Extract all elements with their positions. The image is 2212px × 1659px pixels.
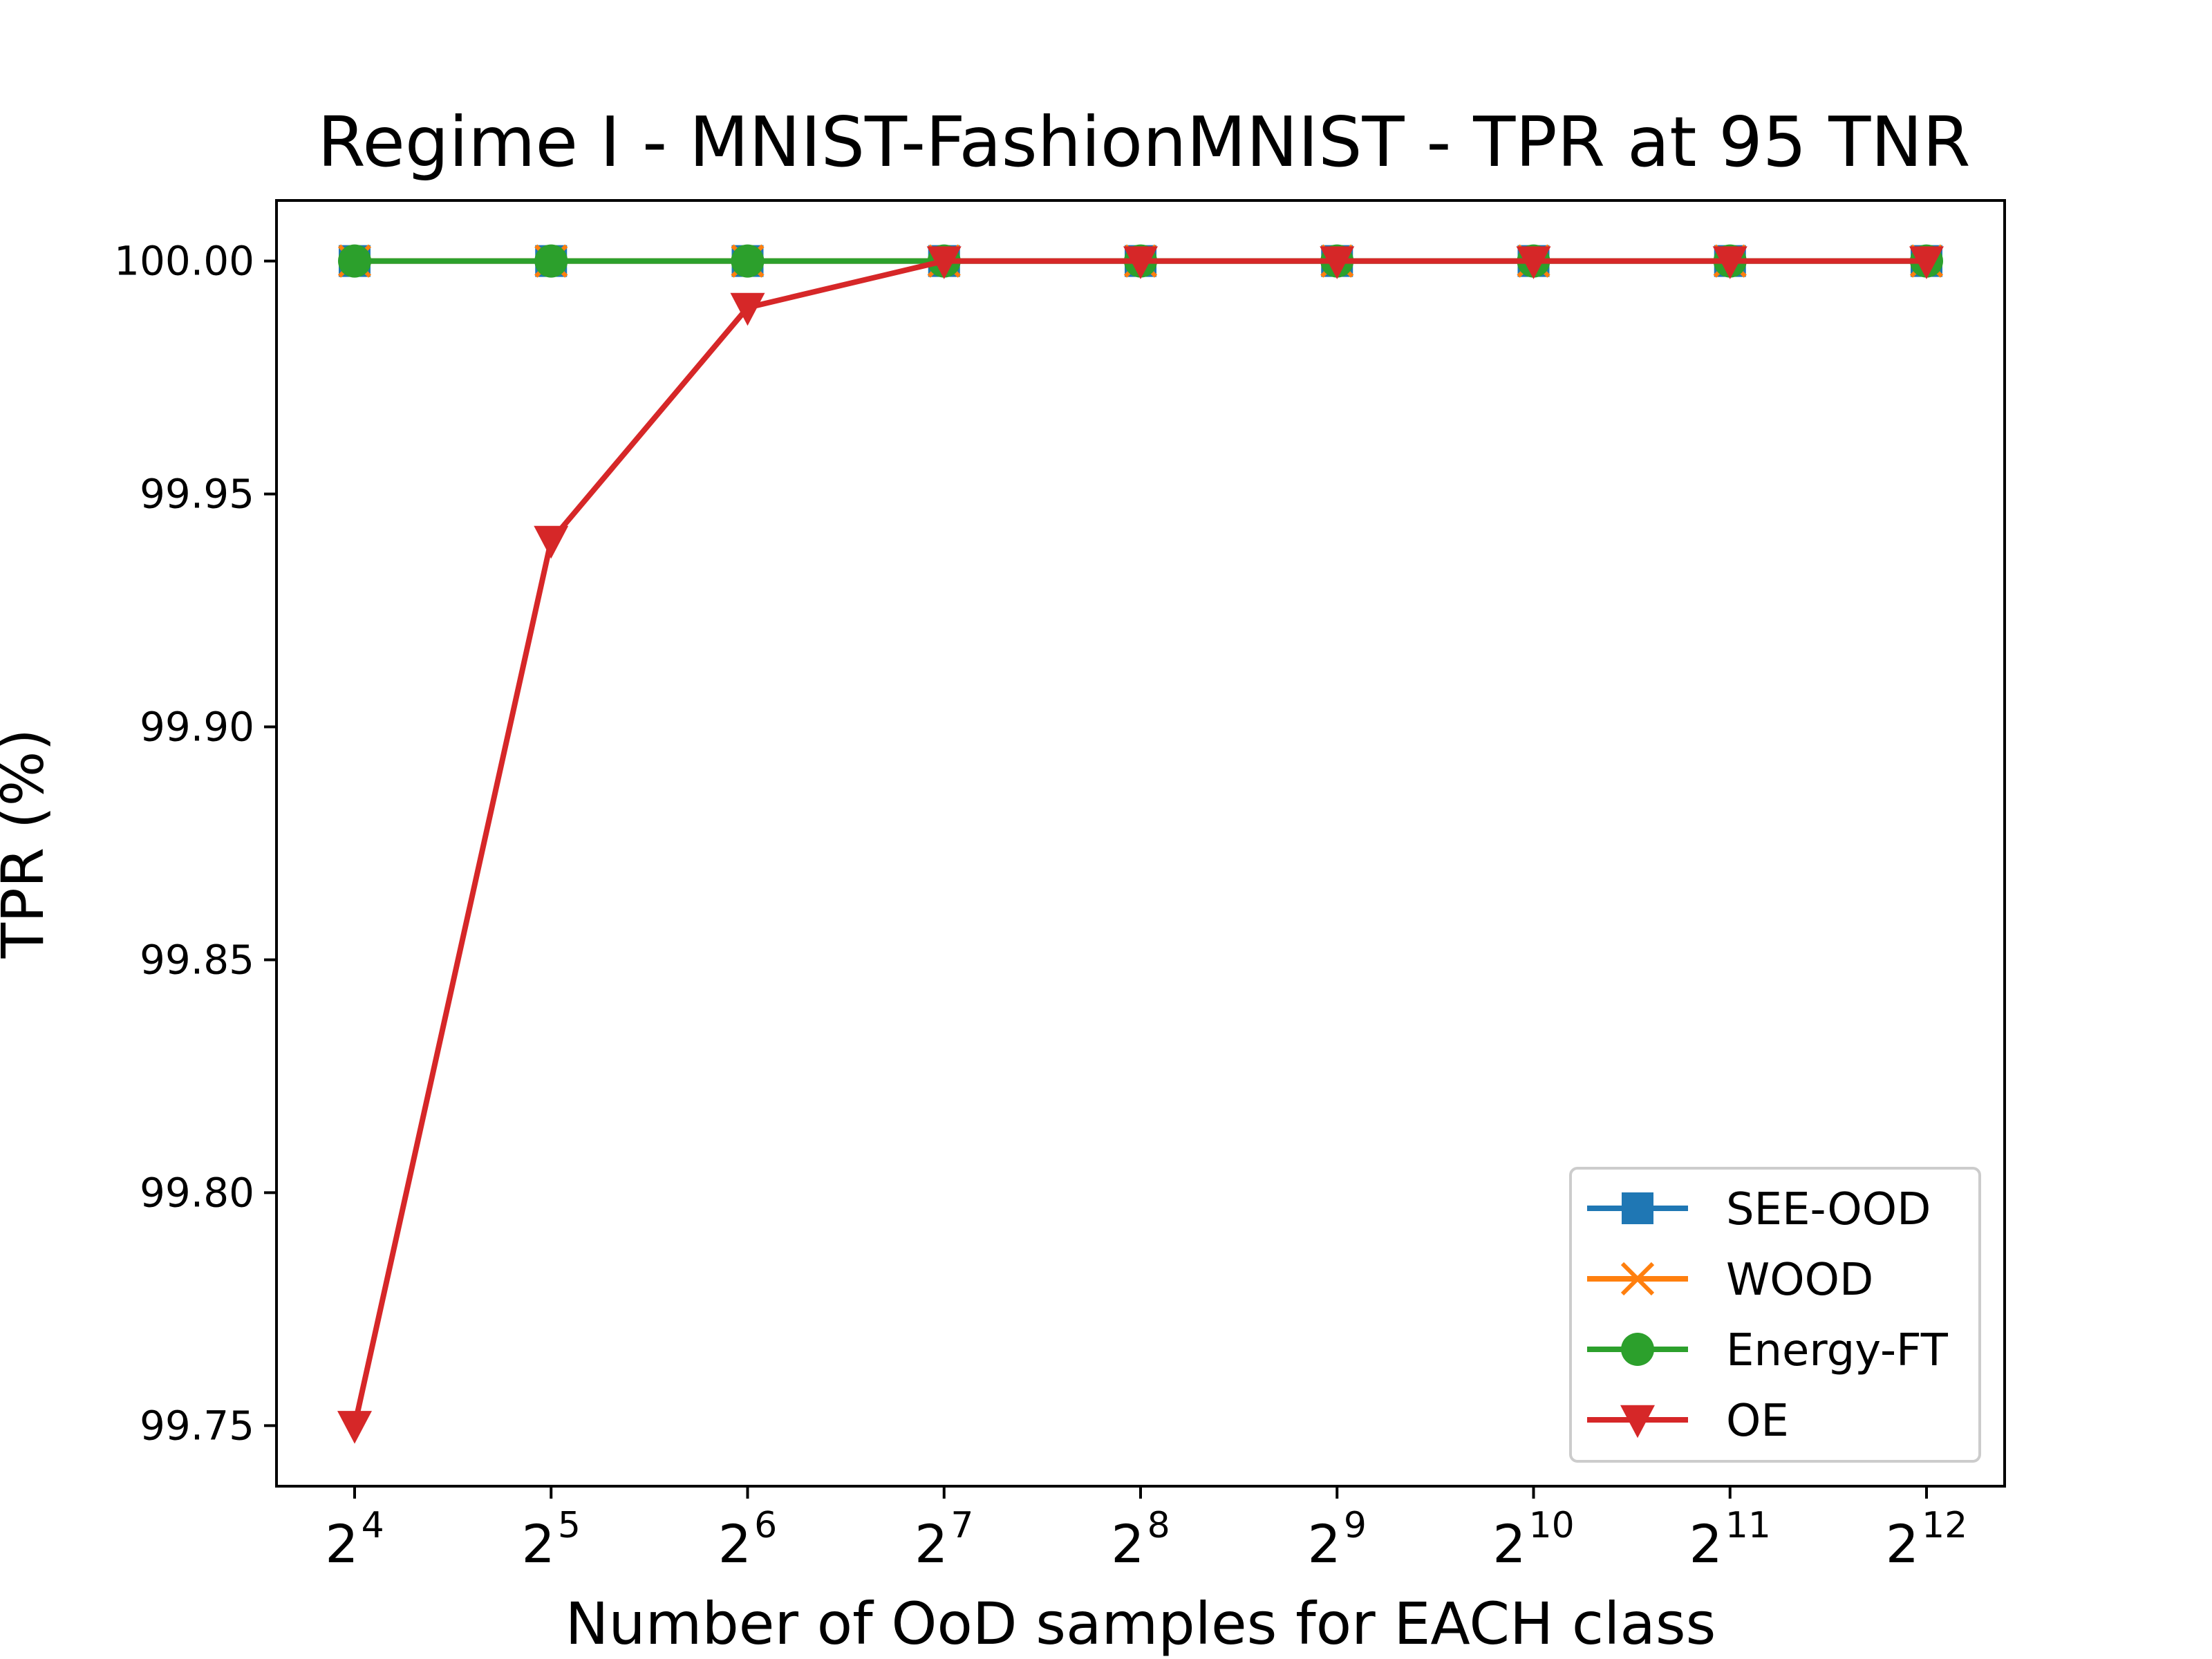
x-tick-base: 2 (1308, 1513, 1341, 1575)
plot-area (337, 244, 1944, 1444)
x-tick-exponent: 7 (950, 1505, 973, 1546)
x-tick-base: 2 (718, 1513, 751, 1575)
data-point-energy-ft (731, 244, 765, 278)
x-tick-base: 2 (1689, 1513, 1722, 1575)
data-point-oe (730, 292, 765, 326)
x-tick-exponent: 8 (1147, 1505, 1170, 1546)
x-tick-label: 25 (522, 1505, 581, 1575)
data-point-oe (337, 1411, 372, 1444)
legend-swatch-marker (1622, 1192, 1653, 1224)
data-point-oe (1712, 246, 1747, 279)
x-tick-label: 210 (1492, 1505, 1575, 1575)
data-point-oe (1909, 246, 1944, 279)
legend-label: Energy-FT (1726, 1325, 1949, 1376)
series-oe (337, 246, 1944, 1444)
data-point-oe (1123, 246, 1158, 279)
y-tick-label: 99.90 (140, 704, 254, 751)
x-tick-label: 29 (1308, 1505, 1367, 1575)
x-axis-label: Number of OoD samples for EACH class (565, 1590, 1716, 1658)
x-tick-exponent: 12 (1922, 1505, 1967, 1546)
data-point-oe (1516, 246, 1551, 279)
x-tick-label: 24 (325, 1505, 384, 1575)
legend-swatch-marker-stroke-b (1620, 1262, 1655, 1296)
legend-label: WOOD (1726, 1255, 1873, 1306)
x-tick-base: 2 (1886, 1513, 1919, 1575)
legend-entry-wood: WOOD (1587, 1255, 1873, 1306)
y-tick-label: 99.80 (140, 1169, 254, 1216)
x-tick-exponent: 10 (1529, 1505, 1575, 1546)
data-point-energy-ft (534, 244, 568, 278)
x-tick-exponent: 11 (1725, 1505, 1771, 1546)
data-point-oe (1320, 246, 1355, 279)
chart-title: Regime I - MNIST-FashionMNIST - TPR at 9… (317, 102, 1970, 182)
x-tick-label: 27 (915, 1505, 973, 1575)
legend-entry-oe: OE (1587, 1396, 1789, 1447)
x-tick-label: 211 (1689, 1505, 1771, 1575)
x-tick-base: 2 (325, 1513, 358, 1575)
x-tick-exponent: 6 (754, 1505, 777, 1546)
y-tick-label: 99.85 (140, 936, 254, 983)
y-tick-label: 99.75 (140, 1402, 254, 1449)
data-point-energy-ft (338, 244, 371, 278)
legend-swatch-marker (1620, 1262, 1655, 1296)
data-point-oe (534, 525, 569, 559)
x-tick-base: 2 (1492, 1513, 1526, 1575)
legend-swatch-marker (1620, 1405, 1655, 1438)
x-tick-base: 2 (1111, 1513, 1144, 1575)
x-tick-base: 2 (915, 1513, 948, 1575)
x-tick-exponent: 9 (1344, 1505, 1367, 1546)
x-tick-label: 26 (718, 1505, 777, 1575)
x-axis: 24 25 26 27 28 29 210 211 212 (325, 1486, 1967, 1575)
legend-label: OE (1726, 1396, 1789, 1447)
x-tick-label: 28 (1111, 1505, 1170, 1575)
x-tick-exponent: 5 (558, 1505, 581, 1546)
x-tick-base: 2 (522, 1513, 555, 1575)
legend: SEE-OOD WOOD Energy-FT OE (1569, 1167, 1981, 1463)
legend-entry-see-ood: SEE-OOD (1587, 1184, 1931, 1235)
legend-frame (1569, 1167, 1981, 1463)
x-tick-label: 212 (1886, 1505, 1968, 1575)
x-tick-exponent: 4 (362, 1505, 384, 1546)
y-tick-label: 99.95 (140, 471, 254, 518)
legend-label: SEE-OOD (1726, 1184, 1931, 1235)
y-tick-label: 100.00 (114, 238, 254, 285)
legend-entry-energy-ft: Energy-FT (1587, 1325, 1949, 1376)
y-axis-label: TPR (%) (0, 729, 57, 959)
legend-swatch-marker (1621, 1333, 1654, 1366)
y-axis: 99.75 99.80 99.85 99.90 99.95 100.00 (114, 238, 276, 1449)
data-point-oe (926, 246, 962, 279)
